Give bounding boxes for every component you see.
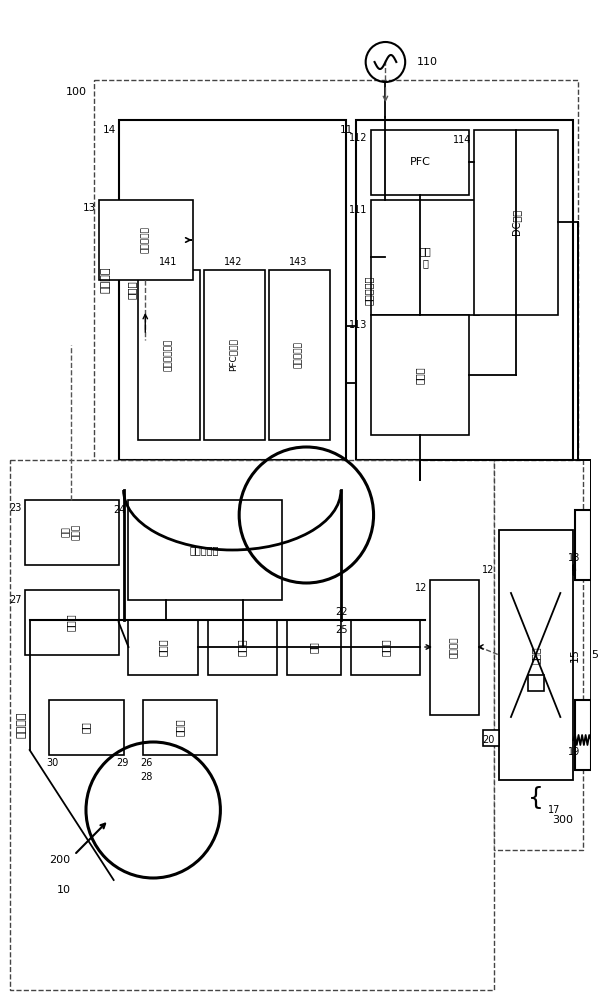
Bar <box>356 120 573 460</box>
Text: 14: 14 <box>102 125 115 135</box>
Text: 整流部: 整流部 <box>380 638 390 656</box>
Text: 整流
部: 整流 部 <box>419 246 431 268</box>
Text: 111: 111 <box>349 205 368 215</box>
Text: 顺序控制部: 顺序控制部 <box>294 342 303 368</box>
Text: 112: 112 <box>349 133 368 143</box>
Text: 18: 18 <box>568 553 580 563</box>
Text: 供电装置: 供电装置 <box>100 267 111 293</box>
Text: 142: 142 <box>224 257 242 267</box>
Text: 29: 29 <box>116 758 129 768</box>
Text: 141: 141 <box>159 257 177 267</box>
Text: 15: 15 <box>570 648 580 662</box>
Bar <box>144 700 218 755</box>
Text: 逆变器: 逆变器 <box>175 718 185 736</box>
Bar <box>50 700 124 755</box>
Text: 电力控制部: 电力控制部 <box>364 275 374 305</box>
Text: 114: 114 <box>453 135 471 145</box>
Text: 无线
通信部: 无线 通信部 <box>62 524 81 540</box>
Text: 逆变器控制部: 逆变器控制部 <box>163 339 172 371</box>
Text: 143: 143 <box>289 257 307 267</box>
Bar <box>575 700 591 770</box>
Text: PFC: PFC <box>410 157 431 167</box>
Text: 300: 300 <box>552 815 573 825</box>
Text: 继电器: 继电器 <box>237 638 247 656</box>
Text: 可动部: 可动部 <box>530 646 541 664</box>
Text: 200: 200 <box>50 855 71 865</box>
Bar <box>483 730 499 746</box>
Text: 28: 28 <box>141 772 152 782</box>
Text: 23: 23 <box>10 503 22 513</box>
Bar <box>208 620 277 675</box>
Bar <box>430 580 480 715</box>
Text: 11: 11 <box>340 125 353 135</box>
Bar <box>371 315 469 435</box>
Bar <box>99 200 193 280</box>
Bar <box>138 270 200 440</box>
Bar <box>474 130 559 315</box>
Text: 充电控制部: 充电控制部 <box>190 545 219 555</box>
Bar <box>351 620 420 675</box>
Bar <box>499 530 573 780</box>
Text: 12: 12 <box>414 583 427 593</box>
Bar <box>494 460 583 850</box>
Text: {: { <box>527 786 544 810</box>
Text: 13: 13 <box>83 203 96 213</box>
Text: 30: 30 <box>47 758 59 768</box>
Bar <box>575 510 591 580</box>
Text: 电机: 电机 <box>81 721 91 733</box>
Text: 20: 20 <box>482 735 494 745</box>
Text: DC电源: DC电源 <box>511 209 521 235</box>
Bar <box>371 130 469 195</box>
Text: 5: 5 <box>591 650 598 660</box>
Text: 通知部: 通知部 <box>66 613 76 631</box>
Text: 100: 100 <box>66 87 87 97</box>
Bar <box>118 120 346 460</box>
Text: 22: 22 <box>335 607 348 617</box>
Bar <box>203 270 265 440</box>
Text: PFC控制部: PFC控制部 <box>229 339 238 371</box>
Text: 26: 26 <box>141 758 152 768</box>
Text: 27: 27 <box>9 595 22 605</box>
Text: 控制部: 控制部 <box>126 281 136 299</box>
Text: 无线通信部: 无线通信部 <box>141 227 150 253</box>
Bar <box>25 590 118 655</box>
Bar <box>129 620 198 675</box>
Text: 开关: 开关 <box>309 641 318 653</box>
Text: 受电装置: 受电装置 <box>17 712 27 738</box>
Text: 19: 19 <box>568 747 580 757</box>
Bar <box>94 80 578 480</box>
Text: 蓄电池: 蓄电池 <box>158 638 168 656</box>
Bar <box>129 500 282 600</box>
Text: 24: 24 <box>113 505 126 515</box>
Text: 17: 17 <box>548 805 560 815</box>
Text: 110: 110 <box>417 57 438 67</box>
Bar <box>10 460 494 990</box>
Text: 12: 12 <box>482 565 494 575</box>
Text: 113: 113 <box>349 320 368 330</box>
Bar <box>528 675 544 691</box>
Text: 逆变器: 逆变器 <box>415 366 425 384</box>
Bar <box>371 200 480 315</box>
Bar <box>286 620 341 675</box>
Text: 10: 10 <box>57 885 71 895</box>
Bar <box>269 270 330 440</box>
Text: 25: 25 <box>335 625 348 635</box>
Text: 受电线圈: 受电线圈 <box>450 636 459 658</box>
Bar <box>25 500 118 565</box>
